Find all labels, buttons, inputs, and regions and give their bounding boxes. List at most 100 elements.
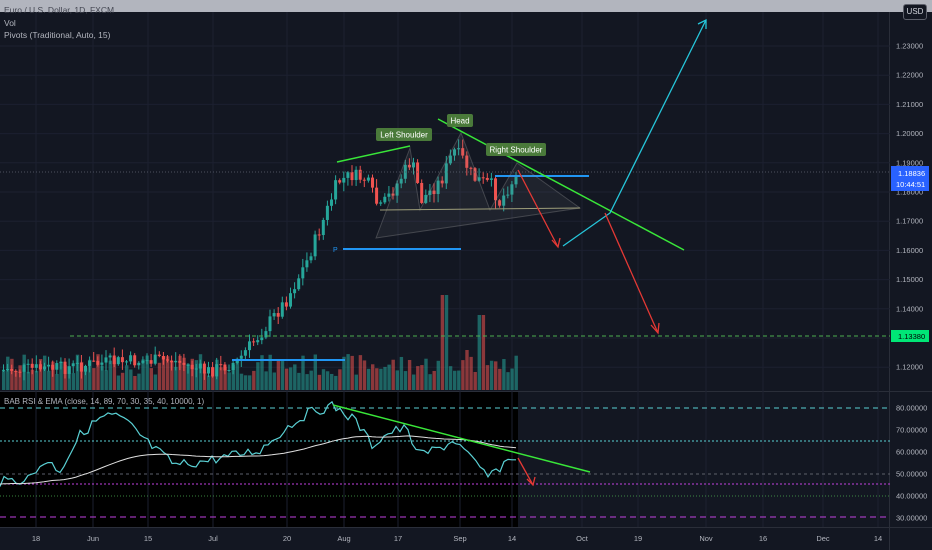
volume-bar (161, 356, 166, 390)
price-tick: 1.20000 (896, 129, 923, 138)
candle-body (108, 355, 112, 358)
volume-bar (473, 371, 477, 390)
volume-bar (30, 369, 35, 390)
candle-body (502, 195, 506, 206)
volume-bar (96, 354, 100, 390)
volume-bar (444, 295, 449, 390)
volume-bar (481, 315, 486, 390)
candle-body (317, 234, 321, 236)
volume-bar (227, 372, 231, 390)
rsi-projection[interactable] (517, 457, 534, 486)
pattern-shape[interactable] (375, 131, 582, 239)
volume-bar (268, 354, 272, 390)
candle-body (260, 337, 264, 341)
volume-bar (436, 360, 440, 390)
head-trendline[interactable] (437, 118, 685, 251)
candle-body (457, 148, 461, 150)
candle-body (120, 357, 124, 363)
time-tick: Nov (699, 534, 713, 543)
volume-bar (461, 360, 465, 390)
right-shoulder-label[interactable]: Right Shoulder (486, 143, 546, 156)
volume-bar (231, 364, 235, 390)
candle-body (264, 331, 268, 338)
candle-body (133, 355, 137, 366)
projection-up[interactable] (562, 19, 707, 247)
candle-body (43, 366, 46, 370)
candle-body (194, 368, 198, 370)
candle-body (477, 177, 481, 181)
pivot-p-label: P (333, 247, 338, 254)
pivots-indicator-label[interactable]: Pivots (Traditional, Auto, 15) (4, 30, 111, 40)
rsi-title[interactable]: BAB RSI & EMA (close, 14, 89, 70, 30, 35… (4, 397, 204, 406)
left-shoulder-label[interactable]: Left Shoulder (376, 128, 432, 141)
candle-body (34, 364, 38, 368)
volume-bar (170, 361, 174, 390)
symbol-title[interactable]: Euro / U.S. Dollar, 1D, FXCM (4, 5, 115, 15)
vol-indicator-label[interactable]: Vol (4, 17, 16, 28)
volume-bar (125, 365, 129, 390)
volume-bar (354, 374, 358, 390)
volume-bar (243, 375, 248, 390)
volume-bar (309, 370, 313, 390)
candle-body (383, 196, 387, 203)
volume-bar (256, 362, 260, 390)
volume-bar (469, 356, 473, 390)
rsi-series[interactable] (0, 400, 516, 487)
rsi-trendline[interactable] (332, 404, 591, 473)
ema-series[interactable] (0, 435, 517, 485)
volume-bar (424, 358, 428, 390)
volume-bar (59, 361, 63, 390)
volume-bar (252, 370, 256, 390)
volume-bar (448, 366, 453, 390)
neckline[interactable] (379, 207, 581, 211)
candle-body (436, 180, 440, 195)
projection-down-2[interactable] (604, 212, 659, 334)
volume-bar (55, 374, 59, 390)
price-tick: 1.16000 (896, 246, 923, 255)
projection-down-1[interactable] (517, 169, 559, 248)
candle-body (325, 205, 329, 220)
volume-bar (260, 355, 264, 390)
time-tick: Dec (816, 534, 830, 543)
volume-bar (301, 355, 305, 390)
candle-body (22, 364, 26, 372)
volume-bar (289, 367, 293, 390)
volume-bar (387, 364, 391, 390)
rsi-tick: 30.00000 (896, 514, 927, 523)
candle-body (129, 355, 133, 362)
volume-bar (239, 373, 244, 390)
volume-bar (432, 370, 436, 390)
price-tick: 1.18000 (896, 188, 923, 197)
candle-body (440, 180, 444, 184)
candle-body (6, 369, 10, 371)
candle-body (362, 179, 366, 181)
volume-bar (149, 368, 153, 390)
volume-bar (342, 356, 346, 390)
candle-body (395, 183, 399, 196)
right-shoulder-text: Right Shoulder (490, 146, 543, 155)
arrow-head-down-1 (551, 237, 561, 249)
volume-bar (362, 360, 367, 390)
volume-bar (133, 375, 137, 390)
volume-bar (129, 369, 133, 390)
countdown-value: 10:44:51 (896, 180, 925, 189)
volume-bar (26, 371, 30, 390)
currency-button[interactable]: USD (903, 4, 927, 20)
candle-body (407, 164, 411, 168)
volume-bar (420, 365, 424, 390)
candle-body (190, 364, 194, 370)
time-tick: Aug (337, 534, 350, 543)
volume-bar (157, 362, 162, 390)
candle-body (321, 219, 325, 236)
time-tick: 18 (32, 534, 40, 543)
volume-bar (18, 365, 22, 390)
left-shoulder-line[interactable] (336, 145, 411, 163)
head-label[interactable]: Head (447, 114, 473, 127)
volume-bar (34, 370, 39, 390)
candle-body (63, 361, 67, 374)
time-tick: 15 (144, 534, 152, 543)
price-tick: 1.12000 (896, 363, 923, 372)
candle-body (453, 149, 456, 156)
candle-body (104, 357, 108, 363)
